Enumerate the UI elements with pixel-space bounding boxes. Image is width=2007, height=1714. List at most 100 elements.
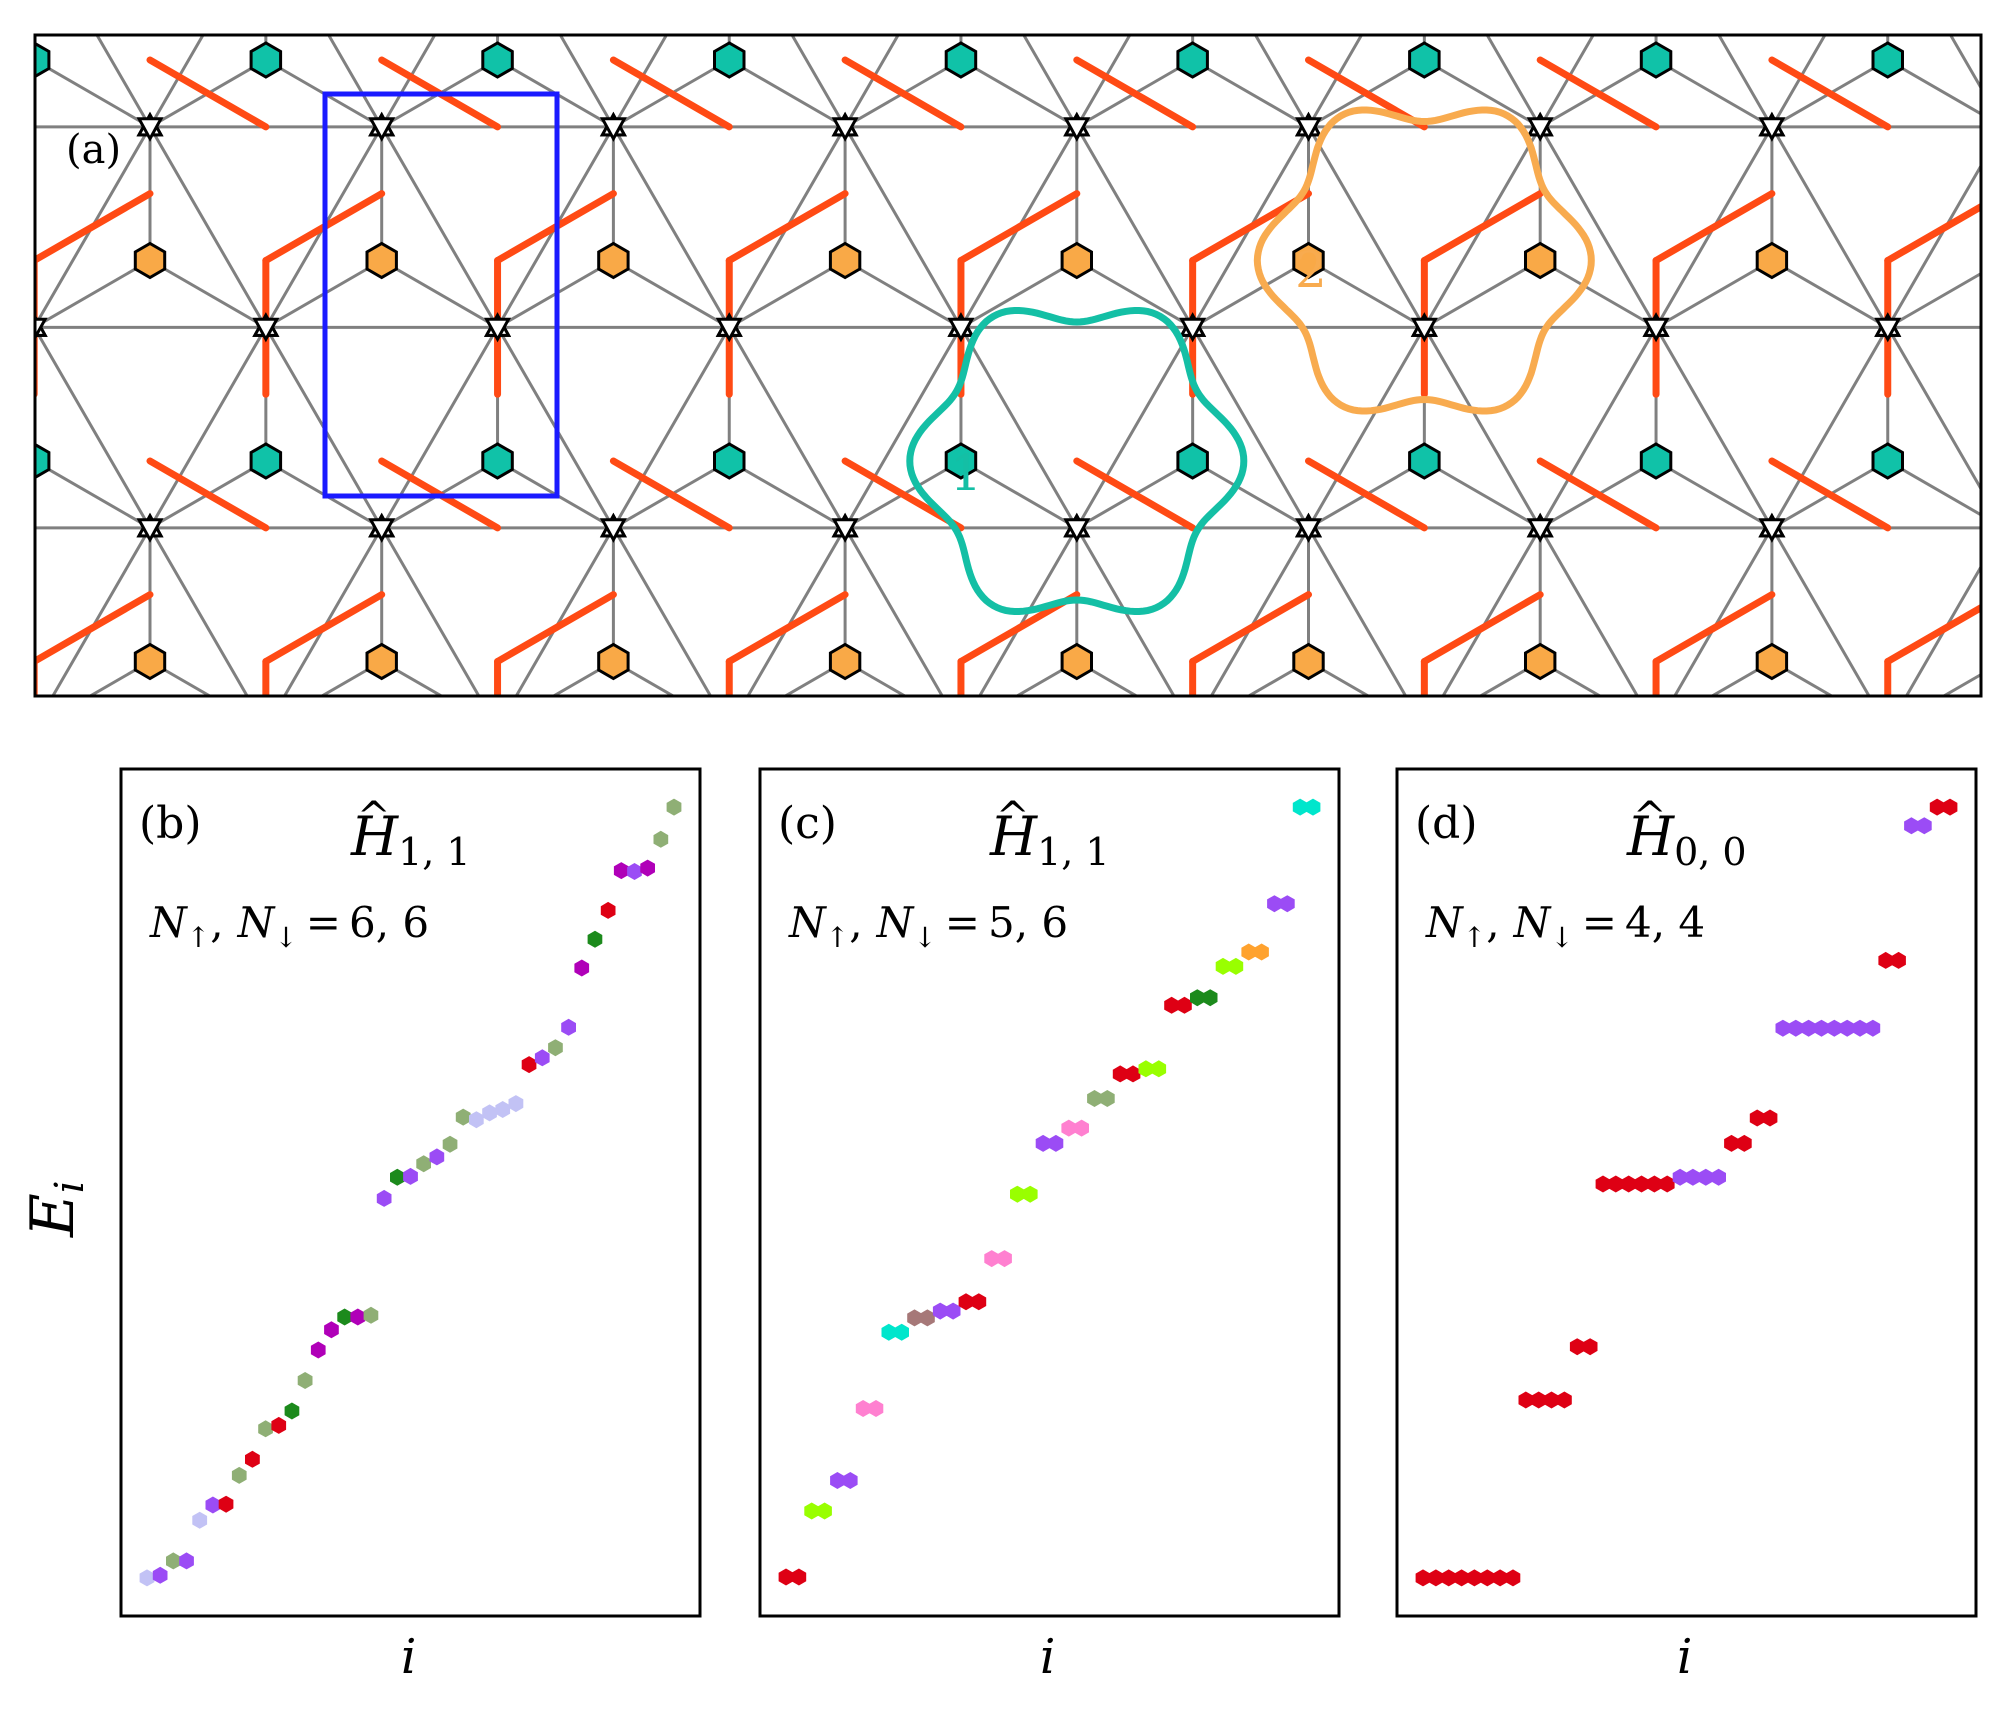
lattice-bond xyxy=(2004,862,2007,929)
lattice-bond xyxy=(35,259,151,329)
panel-c-point xyxy=(1190,989,1205,1007)
panel-d-point xyxy=(1788,1019,1804,1037)
strong-bond xyxy=(146,56,270,131)
panel-b-point xyxy=(561,1018,576,1036)
down-triangle-site-marker xyxy=(1877,720,1899,740)
lattice-bond xyxy=(2004,327,2007,528)
panel-c-point xyxy=(894,1323,909,1341)
panel-c-point xyxy=(1138,1060,1154,1078)
panel-b-point xyxy=(166,1552,181,1570)
down-triangle-site-marker xyxy=(487,720,509,740)
loop-1-label: 1 xyxy=(950,444,982,502)
strong-bond xyxy=(1189,591,1312,665)
panel-d-point xyxy=(1929,798,1945,816)
down-triangle-site-marker xyxy=(136,518,164,543)
panel-b-point xyxy=(416,1155,431,1173)
down-triangle-site-marker xyxy=(35,317,48,341)
panel-b-point xyxy=(376,1189,392,1207)
strong-bond xyxy=(1768,56,1892,131)
panel-d-point xyxy=(1634,1175,1649,1193)
panel-d-point xyxy=(1839,1019,1855,1037)
lattice-bond xyxy=(1655,58,1773,129)
lattice-bond xyxy=(35,58,151,129)
panel-b-point xyxy=(469,1111,484,1129)
panel-d-point xyxy=(1415,1569,1431,1587)
down-triangle-site-marker xyxy=(484,317,512,343)
up-triangle-site-marker xyxy=(1645,716,1667,736)
panel-c-frame xyxy=(758,767,1341,1618)
lattice-bond xyxy=(960,459,1078,530)
panel-d-operator-sub: 0, 0 xyxy=(1674,830,1747,874)
panel-d-annotation: N↑, N↓ = 4, 4 xyxy=(1425,898,1705,954)
panel-c-point xyxy=(984,1250,999,1268)
panel-b-point xyxy=(666,798,682,816)
panel-b-point xyxy=(600,901,616,919)
panel-b-point xyxy=(139,1569,155,1587)
panel-c-label: (c) xyxy=(778,798,837,849)
orange-site-marker xyxy=(1060,241,1093,280)
lattice-bond xyxy=(2004,261,2007,328)
down-triangle-site-marker xyxy=(1874,317,1902,343)
teal-site-marker xyxy=(713,442,746,480)
down-triangle-site-marker xyxy=(1758,518,1786,543)
orange-site-marker xyxy=(828,241,862,280)
up-triangle-site-marker xyxy=(23,716,45,736)
orange-site-marker xyxy=(828,642,862,681)
up-triangle-site-marker xyxy=(718,716,740,736)
panel-c-point xyxy=(1035,1134,1051,1152)
panel-d-hat: ^ xyxy=(1633,794,1667,840)
panel-d-point xyxy=(1852,1019,1868,1037)
panel-d-operator: H xyxy=(1626,805,1675,868)
lattice-bond xyxy=(1423,58,1541,129)
panel-c-point xyxy=(945,1302,961,1320)
down-triangle-site-marker xyxy=(1410,317,1438,343)
panel-c-point xyxy=(971,1293,987,1311)
lattice-bond xyxy=(1888,862,2004,929)
panel-b-point xyxy=(324,1321,339,1339)
up-triangle-site-marker xyxy=(255,716,277,736)
lattice-bond xyxy=(0,528,34,729)
lattice-bond xyxy=(2004,662,2007,729)
up-triangle-site-marker xyxy=(1993,917,2007,937)
panel-c-point xyxy=(1022,1185,1038,1203)
panel-d: (d) H0, 0 ^ N↑, N↓ = 4, 4 i xyxy=(1395,767,1978,1685)
panel-c-point xyxy=(920,1309,935,1327)
up-triangle-site-marker xyxy=(1413,716,1435,736)
orange-site-marker xyxy=(1989,244,2007,278)
panel-b-point xyxy=(442,1135,458,1153)
panel-b-point xyxy=(534,1049,550,1067)
panel-d-point xyxy=(1569,1338,1585,1356)
down-triangle-site-marker xyxy=(1294,117,1323,142)
orange-site-marker xyxy=(1060,642,1093,681)
lattice-bond xyxy=(2004,0,2007,127)
down-triangle-site-marker xyxy=(947,317,975,343)
lattice-bond xyxy=(1771,259,1889,329)
svg-text:H0, 0: H0, 0 xyxy=(1626,805,1747,874)
panel-d-point xyxy=(1557,1391,1572,1409)
panel-b-point xyxy=(429,1148,445,1166)
strong-bond xyxy=(1305,457,1428,532)
panel-c-point xyxy=(1215,957,1231,975)
lattice-bond xyxy=(1076,259,1194,329)
unit-cell-rect xyxy=(322,91,560,499)
strong-bond xyxy=(725,190,849,264)
panel-d-point xyxy=(1865,1019,1881,1037)
panel-d-point xyxy=(1479,1569,1495,1587)
panel-c-point xyxy=(1292,798,1308,816)
lattice-bond xyxy=(1886,271,1981,329)
panel-d-point xyxy=(1801,1019,1816,1037)
panel-d-point xyxy=(1659,1175,1675,1193)
up-triangle-site-marker xyxy=(1993,516,2007,536)
teal-site-marker xyxy=(1639,442,1673,480)
lattice-bond xyxy=(728,58,846,129)
loop-1 xyxy=(906,307,1248,615)
lattice-bond xyxy=(0,261,34,328)
up-triangle-site-marker xyxy=(1993,115,2007,135)
lattice-bond xyxy=(1307,259,1426,329)
panel-d-point xyxy=(1827,1019,1842,1037)
panel-b-point xyxy=(521,1056,537,1074)
strong-bond xyxy=(262,591,386,665)
lattice-bond xyxy=(1191,58,1310,129)
panel-d-point xyxy=(1814,1019,1829,1037)
